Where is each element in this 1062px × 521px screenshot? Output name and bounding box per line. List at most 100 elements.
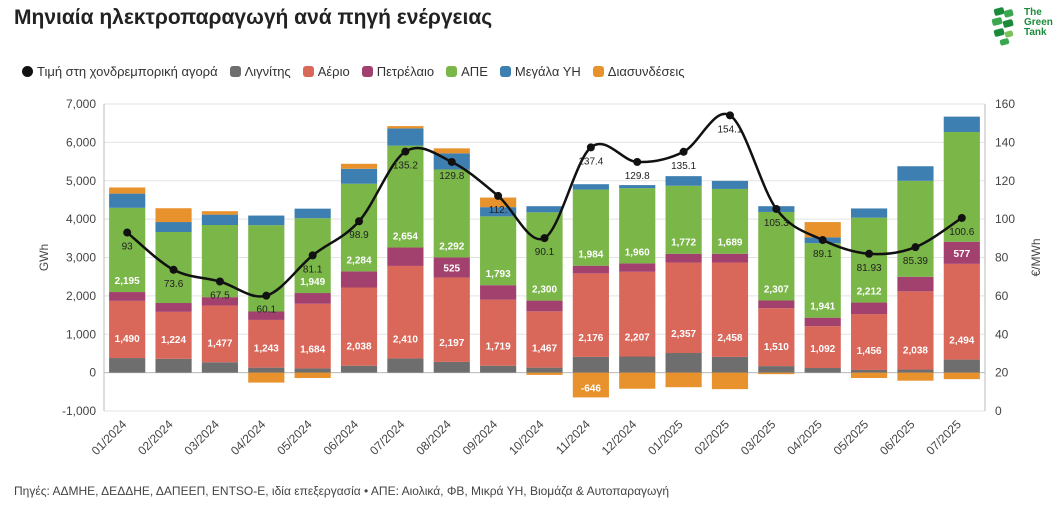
x-tick-label: 05/2025 (831, 417, 872, 458)
bar-interconnections (387, 126, 424, 129)
bar-oil (201, 297, 239, 306)
y2-tick-label: 20 (995, 366, 1009, 380)
price-label: 135.2 (393, 161, 418, 172)
data-label-gas: 1,456 (857, 346, 882, 357)
bar-interconnections (294, 372, 331, 378)
data-label-res: 2,284 (347, 255, 372, 266)
x-tick-label: 01/2025 (645, 417, 686, 458)
x-tick-label: 08/2024 (413, 417, 454, 458)
y-tick-label: 2,000 (66, 289, 96, 303)
y2-tick-label: 40 (995, 327, 1009, 341)
x-tick-label: 11/2024 (553, 417, 593, 457)
bar-oil (248, 311, 285, 320)
price-label: 137.4 (578, 156, 603, 167)
bar-oil (850, 302, 888, 315)
bar-res (433, 169, 470, 258)
legend-item-oil: Πετρέλαιο (361, 64, 434, 79)
bar-lignite (665, 353, 702, 373)
bar-hydro (109, 193, 146, 208)
data-label-gas: 2,357 (671, 329, 696, 340)
x-tick-label: 02/2025 (692, 417, 733, 458)
bar-oil (758, 300, 795, 309)
logo-line-1: The (1024, 7, 1042, 18)
data-label-res: 1,772 (671, 238, 696, 249)
bar-oil (665, 253, 702, 263)
bar-res (711, 188, 749, 254)
legend-label-interconnections: Διασυνδέσεις (607, 64, 685, 79)
x-tick-label: 07/2024 (367, 417, 408, 458)
bar-hydro (201, 214, 239, 225)
bar-gas (711, 262, 749, 357)
bar-hydro (897, 166, 934, 181)
bar-gas (294, 303, 331, 369)
bar-gas (619, 271, 656, 357)
bar-interconnections (201, 211, 239, 215)
bar-hydro (340, 168, 378, 184)
bar-interconnections (850, 372, 888, 378)
bar-res (526, 212, 563, 301)
x-tick-label: 12/2024 (599, 417, 640, 458)
bar-res (665, 185, 702, 254)
data-label-gas: 1,719 (486, 342, 511, 353)
x-tick-label: 05/2024 (274, 417, 315, 458)
bar-res (897, 180, 934, 277)
data-label-res: 1,793 (486, 269, 511, 280)
price-label: 105.3 (764, 218, 789, 229)
data-label-gas: 2,197 (439, 338, 464, 349)
x-tick-label: 06/2024 (321, 417, 362, 458)
x-tick-label: 01/2024 (89, 417, 130, 458)
price-point (215, 277, 224, 286)
price-point (865, 249, 874, 258)
leaf-logo-icon (991, 7, 1014, 46)
bar-hydro (943, 116, 980, 132)
x-tick-label: 04/2025 (784, 417, 825, 458)
bar-gas (433, 277, 470, 362)
x-tick-label: 07/2025 (923, 417, 964, 458)
price-point (633, 157, 642, 166)
legend-swatch-oil (361, 66, 373, 77)
bar-gas (897, 291, 934, 370)
bar-res (804, 243, 841, 318)
price-label: 135.1 (671, 161, 696, 172)
data-label-res: 1,960 (625, 247, 650, 258)
bar-oil (897, 276, 934, 292)
price-line (126, 112, 963, 298)
y2-tick-label: 140 (995, 135, 1015, 149)
y-tick-label: 4,000 (66, 212, 96, 226)
bar-gas (850, 314, 888, 370)
bar-interconnections (480, 197, 517, 208)
price-point (494, 191, 503, 200)
bar-lignite (433, 361, 470, 373)
source-footnote: Πηγές: ΑΔΜΗΕ, ΔΕΔΔΗΕ, ΔΑΠΕΕΠ, ENTSO-E, ι… (14, 484, 670, 498)
y-tick-label: -1,000 (62, 404, 96, 418)
logo (990, 6, 1050, 54)
bar-res (619, 188, 656, 264)
logo-line-2: Green (1024, 17, 1053, 28)
bar-oil (109, 292, 146, 301)
y2-tick-label: 0 (995, 404, 1002, 418)
data-label-gas: 2,207 (625, 333, 650, 344)
legend-label-lignite: Λιγνίτης (244, 64, 291, 79)
y2-tick-label: 100 (995, 212, 1015, 226)
bar-interconnections (572, 372, 609, 398)
data-label-res: 2,212 (857, 287, 882, 298)
bar-oil (943, 241, 980, 264)
bar-interconnections (155, 208, 192, 223)
data-label-oil: 577 (953, 249, 970, 260)
bar-interconnections (665, 372, 702, 388)
price-label: 90.1 (535, 247, 555, 258)
bar-gas (572, 273, 609, 357)
data-label-gas: 2,038 (903, 346, 928, 357)
bar-oil (155, 303, 192, 312)
bar-lignite (109, 358, 146, 373)
x-tick-label: 02/2024 (135, 417, 176, 458)
data-label-res: 2,292 (439, 241, 464, 252)
legend-swatch-interconnections (592, 66, 604, 77)
bar-oil (804, 317, 841, 327)
bar-res (109, 207, 146, 293)
bar-gas (758, 308, 795, 367)
legend-swatch-price (22, 66, 33, 77)
data-label-gas: 2,494 (949, 336, 974, 347)
bar-hydro (294, 208, 331, 219)
